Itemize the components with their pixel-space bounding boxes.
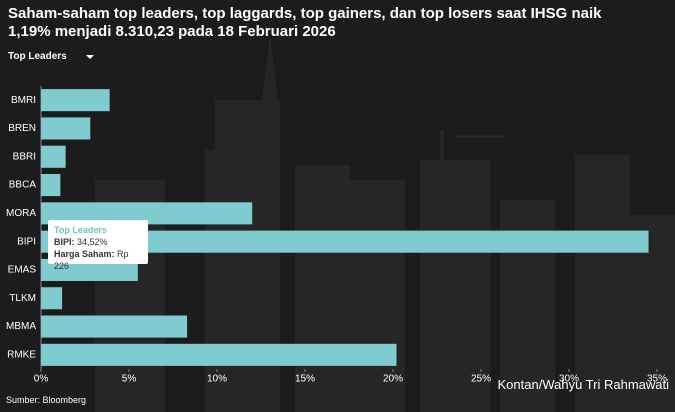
tooltip: Top Leaders BIPI: 34,52% Harga Saham: Rp… <box>48 220 148 271</box>
tooltip-value: 34,52% <box>77 237 108 247</box>
y-tick-label: BBRI <box>13 151 36 162</box>
tooltip-title: Top Leaders <box>54 225 107 235</box>
y-tick-label: TLKM <box>9 293 36 304</box>
x-tick-label: 30% <box>559 374 579 385</box>
x-tick-label: 0% <box>34 374 49 385</box>
bar <box>41 145 66 168</box>
bar <box>41 343 397 366</box>
tooltip-value: Rp 226 <box>54 249 129 271</box>
y-tick-label: MORA <box>6 208 36 219</box>
y-tick-label: BIPI <box>17 236 36 247</box>
y-tick-label: RMKE <box>7 349 36 360</box>
y-tick-label: MBMA <box>6 321 36 332</box>
series-dropdown[interactable]: Top Leaders <box>8 51 96 67</box>
credit: Kontan/Wahyu Tri Rahmawati <box>497 377 669 392</box>
chart-title: Saham-saham top leaders, top laggards, t… <box>8 5 602 40</box>
dropdown-label[interactable]: Top Leaders <box>8 51 67 62</box>
bar <box>41 258 138 281</box>
bar <box>41 89 110 112</box>
x-tick-label: 35% <box>647 374 667 385</box>
bar <box>41 117 91 140</box>
x-tick-label: 20% <box>383 374 403 385</box>
x-tick-label: 25% <box>471 374 491 385</box>
x-tick-label: 10% <box>207 374 227 385</box>
skyline-background <box>95 35 675 412</box>
x-tick-label: 5% <box>122 374 137 385</box>
bar <box>41 174 61 197</box>
y-tick-label: EMAS <box>8 265 37 276</box>
tooltip-label: BIPI: <box>54 237 75 247</box>
y-tick-label: BREN <box>8 123 36 134</box>
x-tick-label: 15% <box>295 374 315 385</box>
bar <box>41 202 253 225</box>
y-tick-label: BBCA <box>9 180 37 191</box>
tooltip-label: Harga Saham: <box>54 249 115 259</box>
bar <box>41 230 649 253</box>
bar <box>41 287 63 310</box>
bar <box>41 315 188 338</box>
y-tick-label: BMRI <box>11 95 36 106</box>
source: Sumber: Bloomberg <box>6 395 87 405</box>
